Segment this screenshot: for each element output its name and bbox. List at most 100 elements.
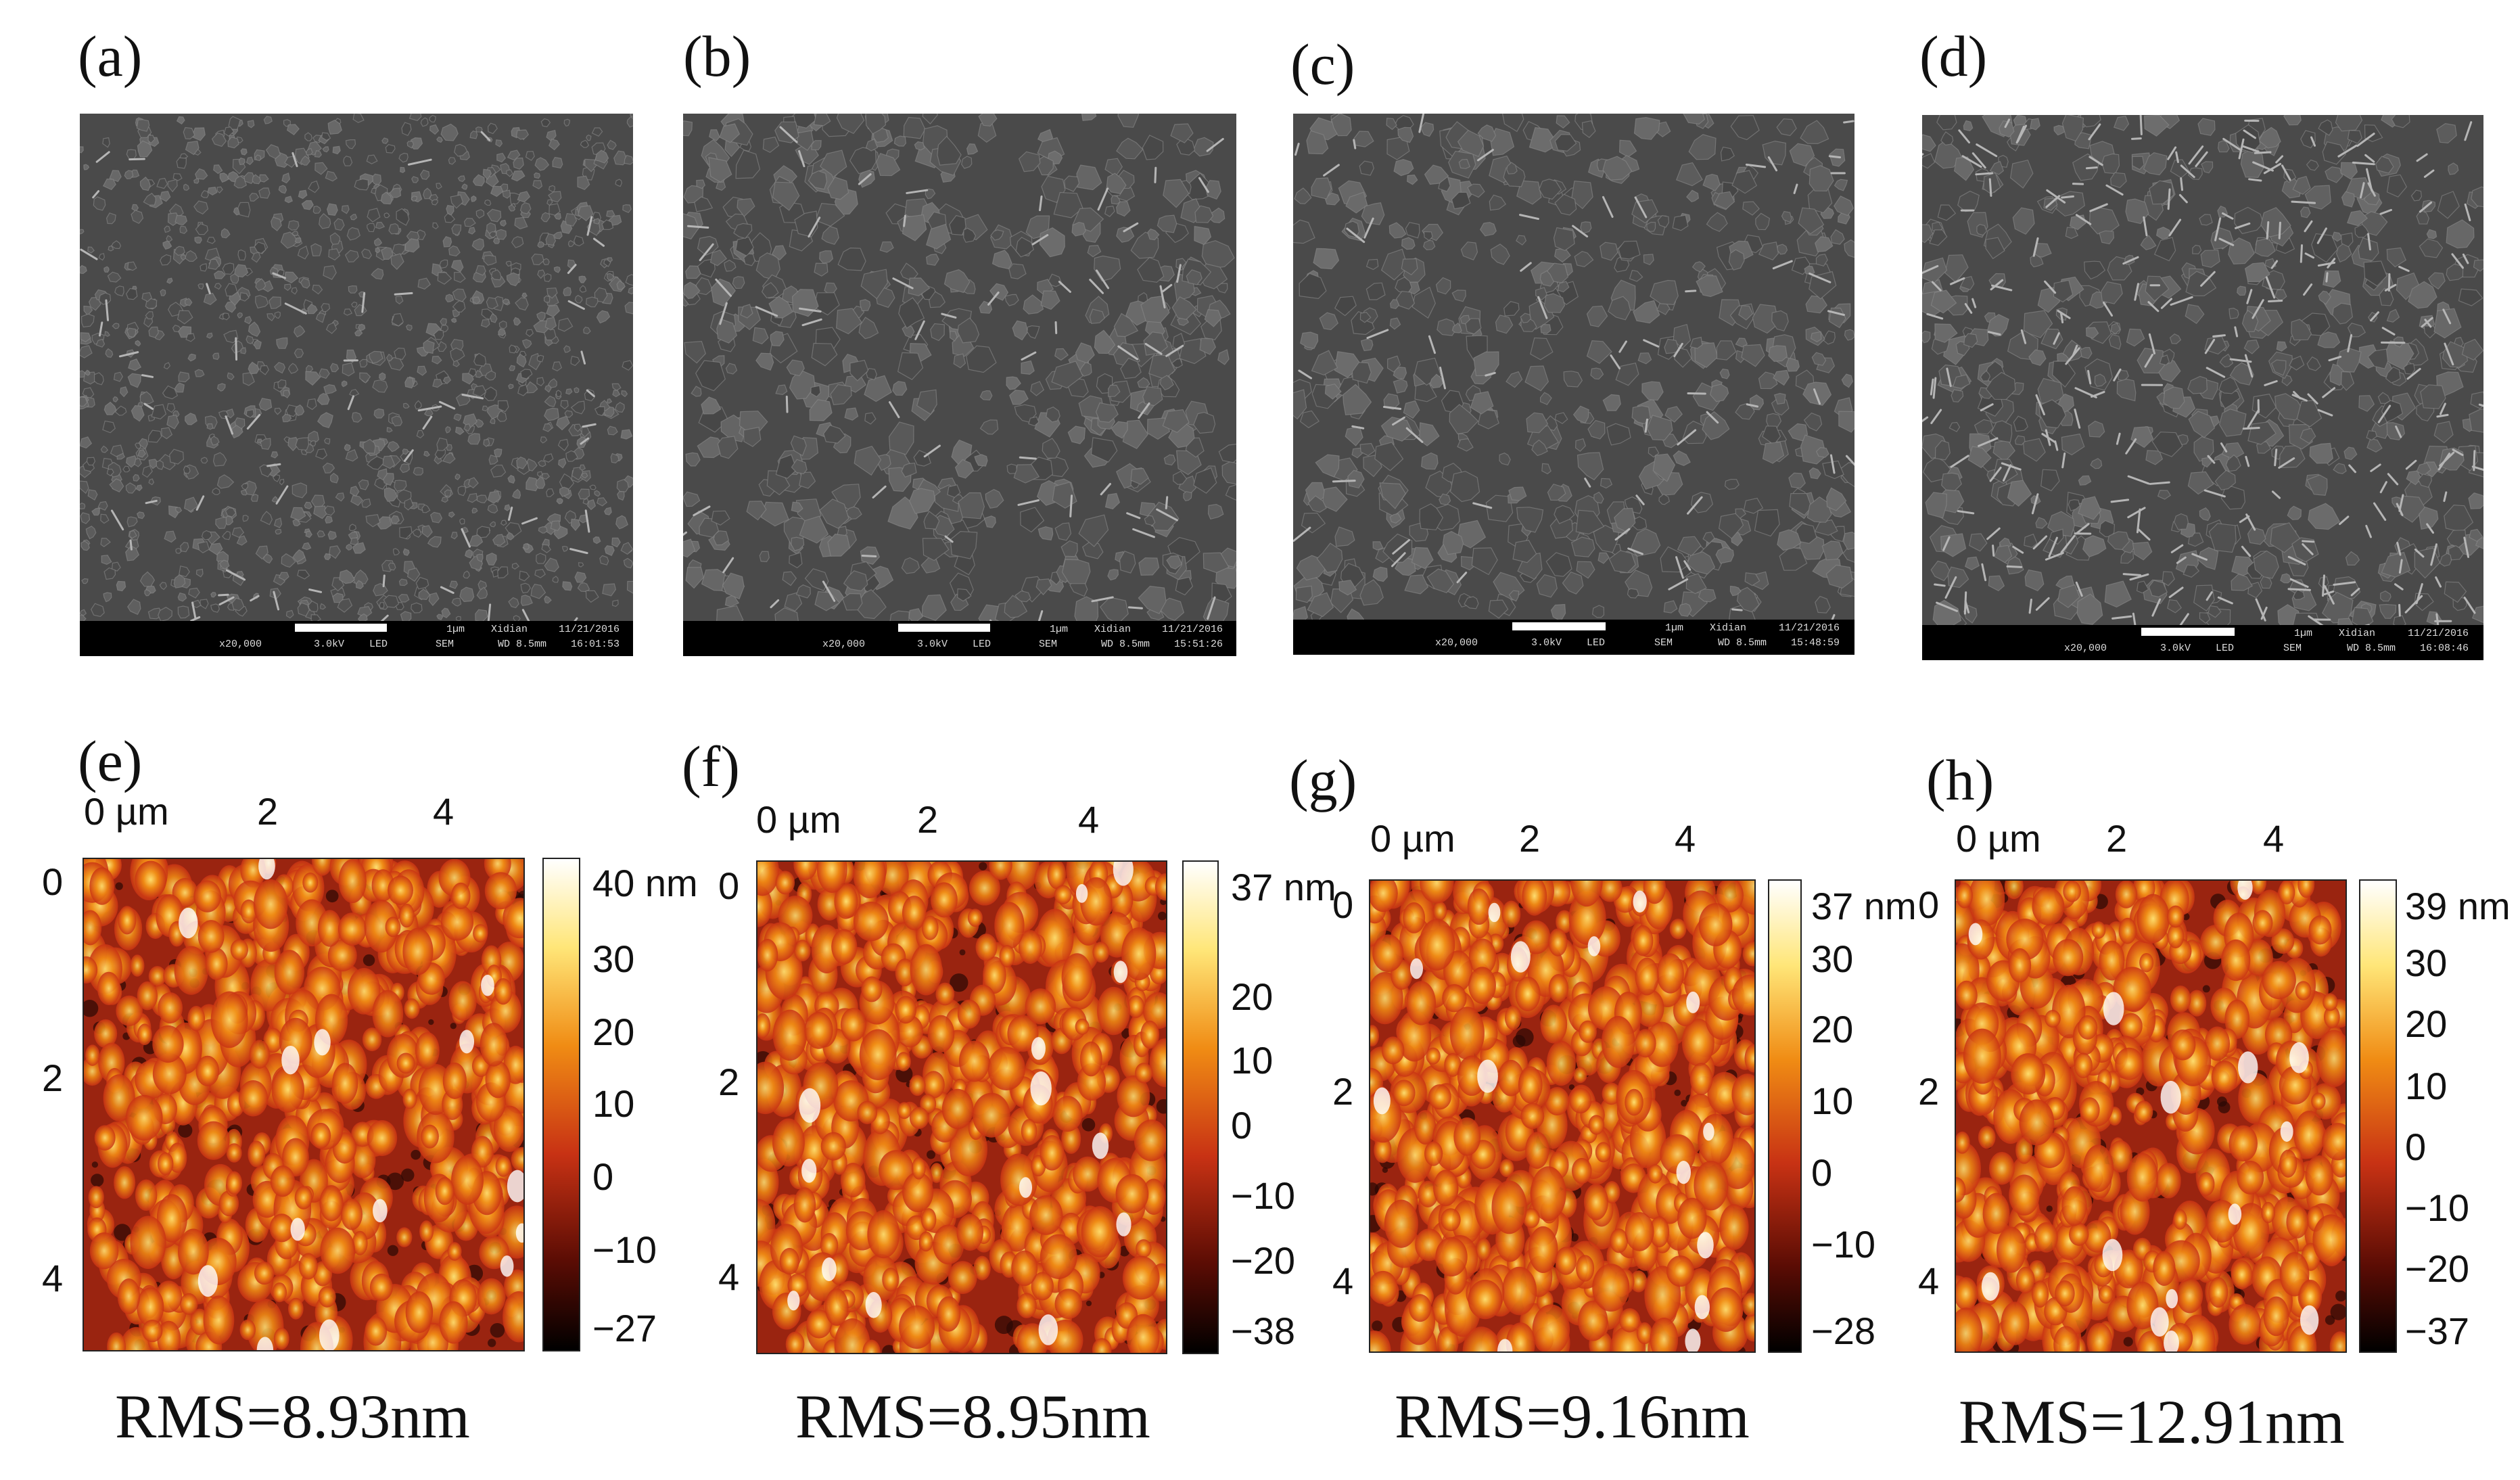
- sem-texture: [1293, 114, 1854, 620]
- sem-needle: [2300, 244, 2303, 263]
- sem-grain: [2448, 162, 2459, 175]
- sem-needle: [2001, 462, 2022, 471]
- sem-grain: [581, 472, 588, 479]
- sem-grain: [1162, 409, 1190, 434]
- sem-grain: [80, 540, 90, 551]
- sem-grain: [2300, 206, 2311, 218]
- afm-valley: [386, 1172, 404, 1190]
- sem-needle: [1391, 552, 1406, 568]
- sem-grain: [768, 296, 793, 319]
- sem-grain: [2080, 346, 2093, 359]
- sem-grain: [141, 292, 152, 302]
- sem-grain: [448, 511, 455, 518]
- sem-needle: [380, 614, 389, 621]
- sem-grain: [85, 526, 97, 540]
- sem-grain: [278, 572, 289, 581]
- sem-grain: [1401, 258, 1418, 275]
- afm-peak: [1630, 1270, 1648, 1293]
- sem-grain: [346, 349, 357, 363]
- sem-grain: [683, 120, 693, 137]
- sem-grain: [2270, 359, 2287, 376]
- sem-grain: [423, 340, 435, 354]
- sem-grain: [1464, 596, 1479, 609]
- sem-grain: [216, 383, 226, 392]
- sem-needle: [2398, 265, 2410, 273]
- sem-needle: [2057, 310, 2071, 319]
- sem-grain: [1630, 528, 1661, 557]
- sem-grain: [613, 150, 628, 166]
- sem-grain: [2289, 355, 2305, 371]
- afm-peak: [94, 1125, 116, 1151]
- sem-needle: [1644, 418, 1648, 433]
- sem-grain: [2317, 331, 2341, 348]
- sem-grain: [2309, 442, 2333, 464]
- sem-grain: [563, 345, 571, 353]
- sem-grain: [345, 139, 356, 149]
- sem-grain: [109, 478, 124, 492]
- afm-peak: [1501, 900, 1521, 928]
- sem-needle: [1520, 262, 1532, 272]
- sem-needle: [861, 554, 877, 557]
- sem-needle: [693, 505, 711, 517]
- sem-grain: [1980, 370, 1991, 381]
- sem-grain: [1451, 191, 1471, 210]
- sem-grain: [1570, 180, 1593, 210]
- sem-grain: [366, 154, 378, 164]
- sem-grain: [200, 457, 208, 464]
- sem-grain: [1419, 422, 1440, 446]
- sem-grain: [487, 503, 498, 514]
- sem-grain: [925, 223, 952, 250]
- sem-grain: [617, 491, 625, 501]
- sem-needle: [567, 300, 585, 310]
- sem-grain: [359, 359, 368, 368]
- sem-grain: [1951, 389, 1964, 402]
- sem-grain: [491, 269, 502, 281]
- sem-needle: [2333, 581, 2356, 586]
- sem-grain: [379, 372, 386, 381]
- time-text: 16:01:53: [571, 639, 620, 650]
- wd-text: WD 8.5mm: [498, 639, 547, 650]
- sem-grain: [584, 388, 595, 402]
- sem-grain: [413, 467, 424, 476]
- sem-grain: [116, 580, 126, 592]
- sem-needle: [2278, 221, 2281, 239]
- afm-peak: [857, 1101, 878, 1124]
- sem-grain: [1508, 486, 1527, 501]
- sem-grain: [449, 580, 459, 589]
- afm-peak: [820, 1132, 846, 1161]
- sem-grain: [80, 436, 93, 449]
- colorbar-tick: −10: [592, 1228, 657, 1271]
- sem-grain: [691, 386, 702, 397]
- sem-needle: [2464, 121, 2473, 141]
- x-tick-label: 2: [257, 790, 279, 833]
- sem-needle: [2451, 253, 2464, 269]
- sem-grain: [341, 380, 348, 388]
- sem-needle: [2426, 523, 2435, 534]
- sem-grain: [530, 584, 546, 599]
- sem-grain: [719, 123, 741, 143]
- sem-grain: [966, 345, 997, 373]
- sem-grain: [1754, 509, 1780, 537]
- sem-grain: [2094, 373, 2107, 387]
- sem-grain: [1929, 229, 1948, 246]
- sem-grain: [451, 224, 462, 236]
- afm-peak: [317, 910, 342, 947]
- sem-grain: [1374, 442, 1404, 471]
- afm-valley: [1681, 1100, 1687, 1107]
- sem-grain: [536, 377, 544, 387]
- x-tick-label: 0 µm: [1370, 817, 1455, 860]
- sem-needle: [2089, 156, 2103, 166]
- sem-needle: [1827, 310, 1845, 317]
- sem-grain: [2132, 156, 2145, 170]
- sem-grain: [2469, 528, 2483, 542]
- sem-grain: [865, 114, 887, 135]
- sem-grain: [1414, 381, 1437, 402]
- sem-grain: [394, 480, 407, 492]
- sem-info-bar: 1µm Xidian 11/21/2016 x20,000 3.0kV LED …: [683, 621, 1236, 656]
- sem-grain: [1393, 367, 1407, 379]
- sem-grain: [2149, 180, 2174, 205]
- sem-grain: [2188, 411, 2216, 438]
- sem-needle: [923, 444, 941, 458]
- sem-grain: [601, 219, 614, 231]
- sem-grain: [185, 333, 195, 342]
